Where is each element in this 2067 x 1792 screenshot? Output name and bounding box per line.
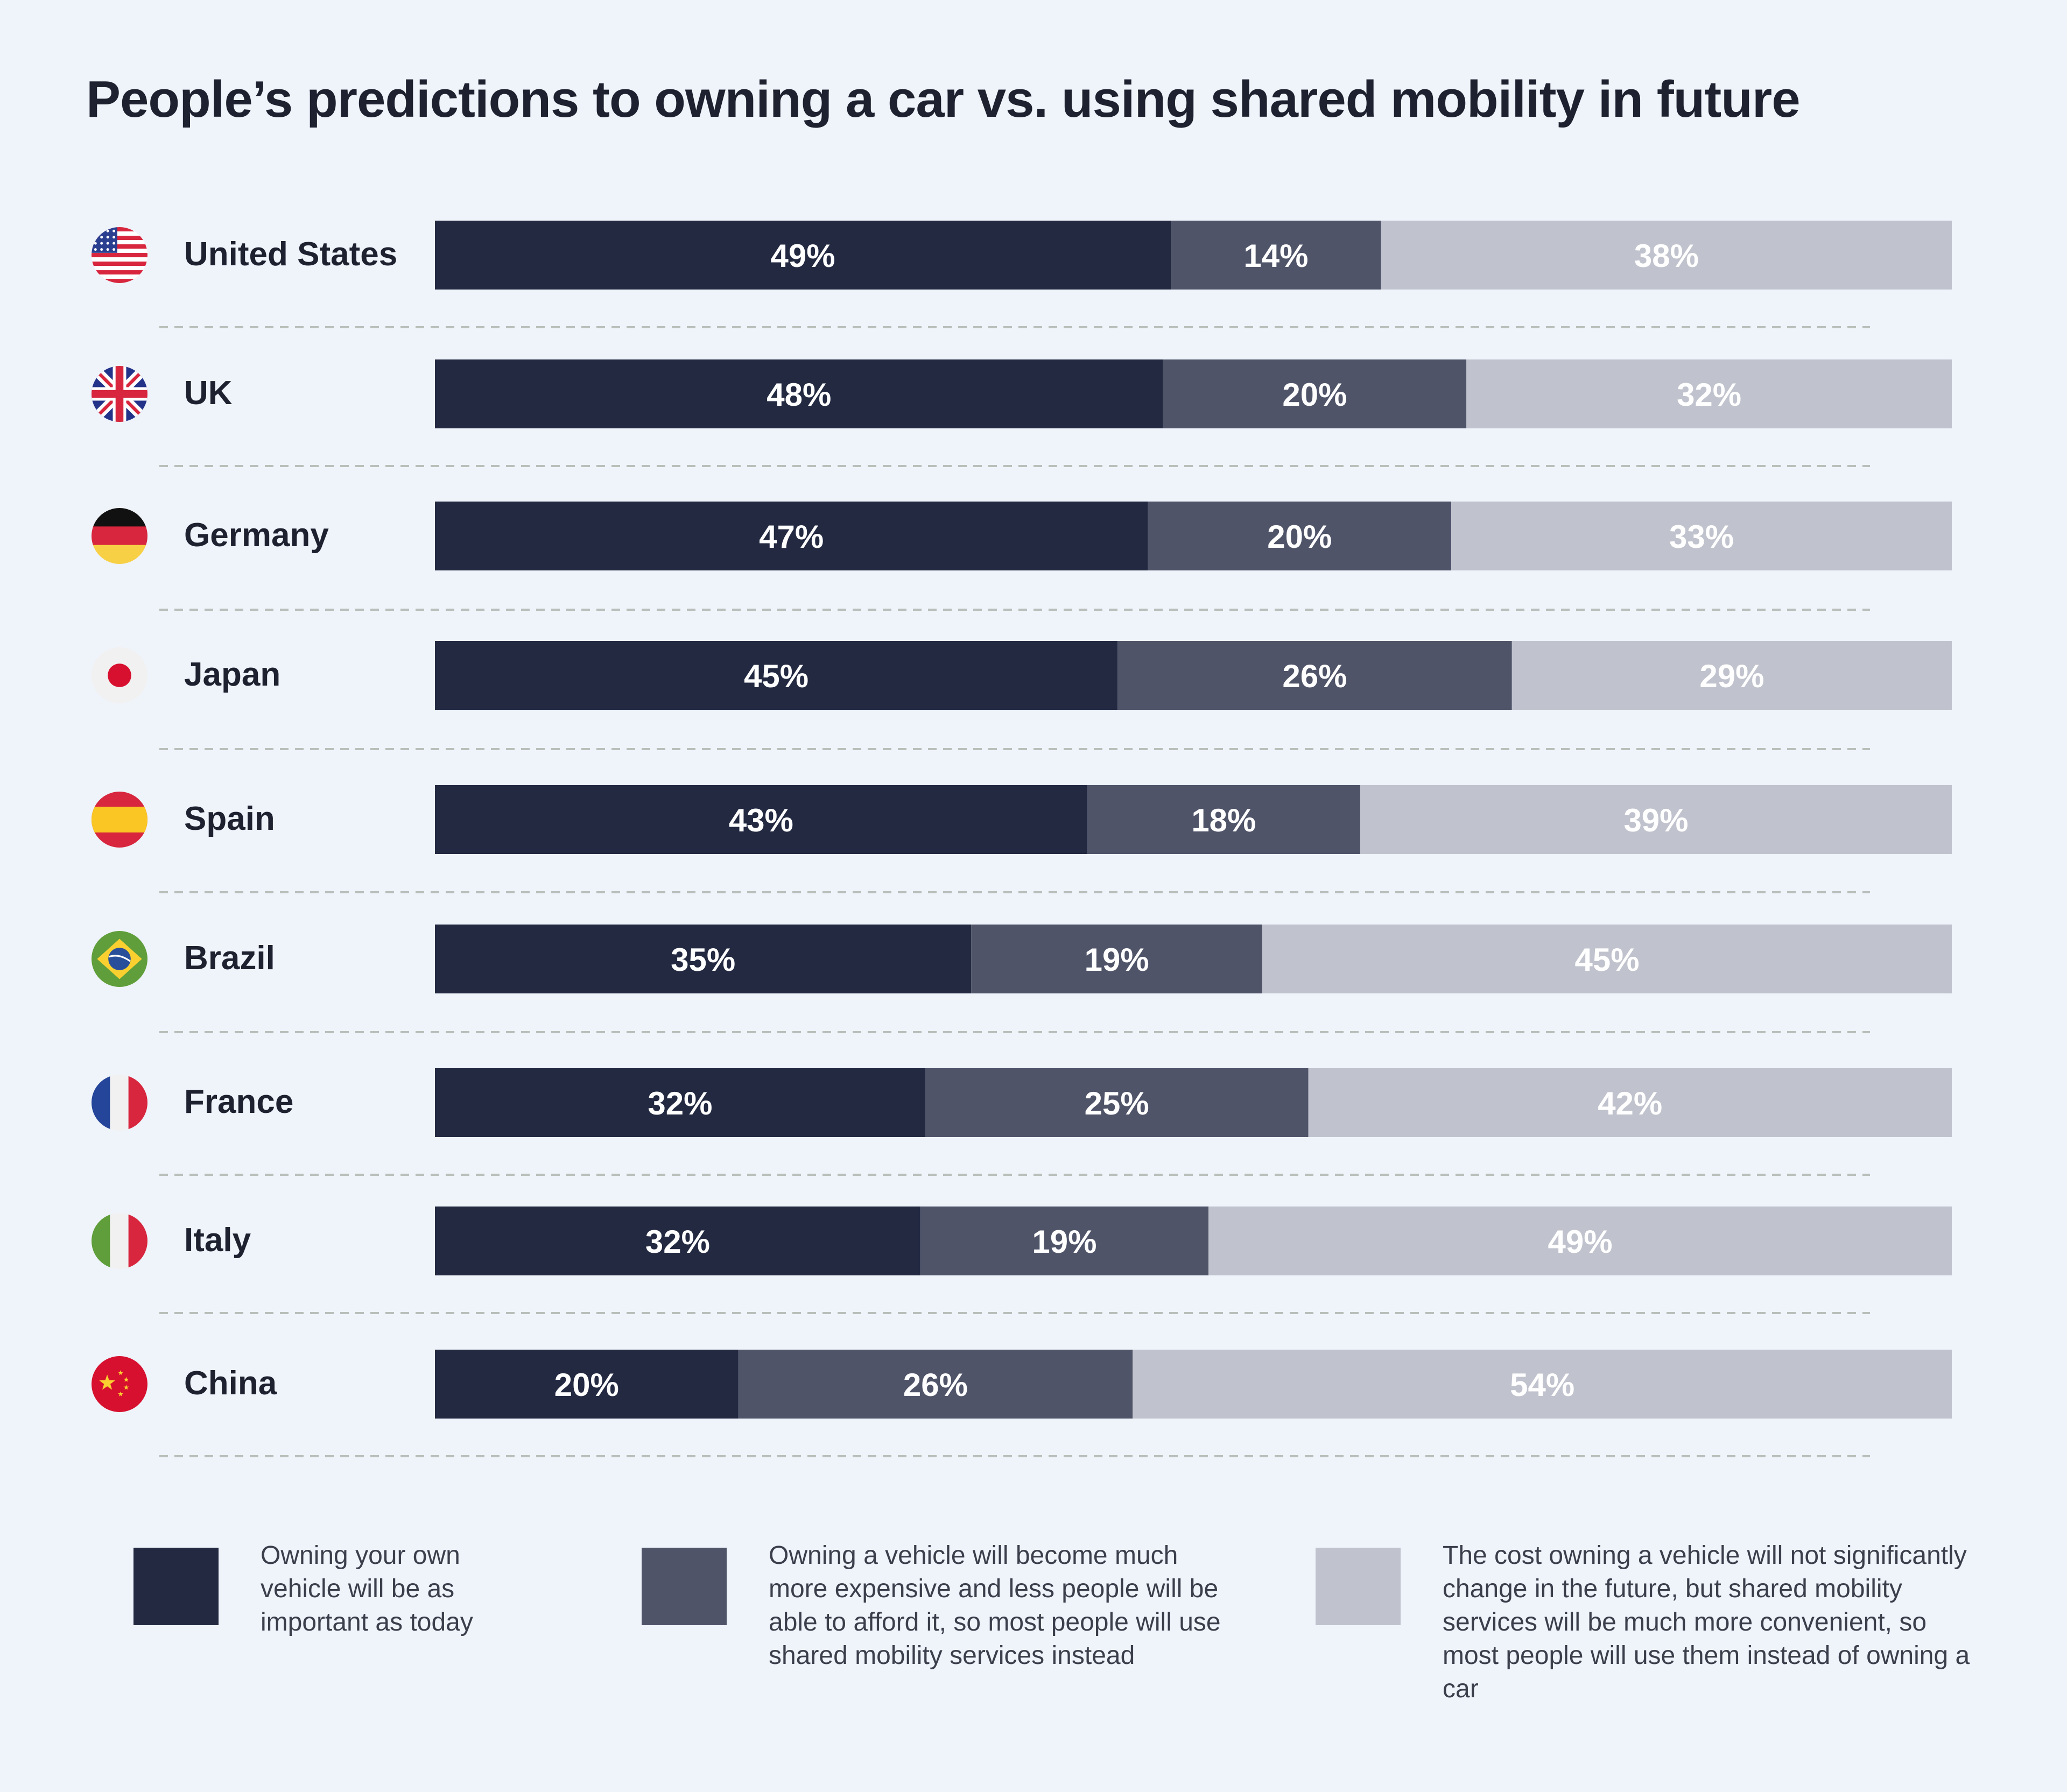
bar-segment-1 xyxy=(435,1068,925,1137)
bar-segment-2 xyxy=(738,1350,1133,1419)
data-label: 20% xyxy=(554,1367,619,1403)
data-label: 29% xyxy=(1699,658,1764,694)
data-label: 54% xyxy=(1510,1367,1574,1403)
bar-segment-3 xyxy=(1451,502,1952,570)
legend-label-2: Owning a vehicle will become much more e… xyxy=(769,1541,1221,1670)
spain-flag-icon xyxy=(92,792,147,848)
chart-title: People’s predictions to owning a car vs.… xyxy=(86,70,1801,128)
data-label: 19% xyxy=(1085,942,1149,978)
data-label: 26% xyxy=(1282,658,1347,694)
data-label: 32% xyxy=(1677,377,1741,413)
bar-segment-2 xyxy=(1087,785,1360,854)
stacked-bar-chart: 49% 14% 38% 48% 20% 32% 47% 20% 33% 45% 26% 29% 43% 1… xyxy=(159,221,1952,1457)
country-label: UK xyxy=(184,375,233,412)
data-label: 45% xyxy=(744,658,808,694)
bar-segment-3 xyxy=(1511,641,1952,710)
data-label: 18% xyxy=(1191,802,1256,838)
france-flag-icon xyxy=(92,1075,147,1131)
bar-segment-2 xyxy=(920,1207,1209,1275)
data-label: 49% xyxy=(771,238,835,274)
country-label: Italy xyxy=(184,1222,251,1259)
bar-segment-3 xyxy=(1381,221,1952,290)
legend-swatch-3 xyxy=(1316,1548,1401,1625)
data-label: 32% xyxy=(645,1224,710,1260)
brazil-flag-icon xyxy=(92,931,147,987)
data-label: 47% xyxy=(759,519,824,555)
bar-segment-2 xyxy=(1148,502,1452,570)
data-label: 38% xyxy=(1634,238,1699,274)
country-label: United States xyxy=(184,236,398,273)
country-label: Japan xyxy=(184,656,281,693)
data-label: 45% xyxy=(1574,942,1639,978)
bar-segment-3 xyxy=(1208,1207,1952,1275)
bar-segment-1 xyxy=(435,1207,920,1275)
bar-segment-1 xyxy=(435,785,1087,854)
bar-segment-2 xyxy=(1171,221,1381,290)
data-label: 25% xyxy=(1085,1085,1149,1121)
data-label: 19% xyxy=(1032,1224,1096,1260)
bar-segment-3 xyxy=(1466,359,1952,428)
japan-flag-icon xyxy=(92,647,147,703)
data-label: 26% xyxy=(903,1367,968,1403)
china-flag-icon xyxy=(92,1356,147,1412)
legend-label-1: Owning your own vehicle will be as impor… xyxy=(261,1541,473,1636)
us-flag-icon xyxy=(92,227,147,283)
bar-segment-1 xyxy=(435,925,972,993)
bar-segment-1 xyxy=(435,221,1171,290)
country-label: France xyxy=(184,1083,294,1120)
data-label: 20% xyxy=(1282,377,1347,413)
data-label: 14% xyxy=(1243,238,1308,274)
bar-segment-1 xyxy=(435,1350,739,1419)
bar-segment-3 xyxy=(1308,1068,1952,1137)
bar-segment-2 xyxy=(971,925,1263,993)
country-label: Spain xyxy=(184,800,275,837)
legend-swatch-1 xyxy=(133,1548,219,1625)
data-label: 33% xyxy=(1669,519,1734,555)
legend-swatch-2 xyxy=(642,1548,727,1625)
bar-segment-3 xyxy=(1262,925,1952,993)
bar-segment-1 xyxy=(435,641,1118,710)
bar-segment-3 xyxy=(1133,1350,1952,1419)
data-label: 20% xyxy=(1267,519,1332,555)
country-label: Germany xyxy=(184,517,329,554)
data-label: 32% xyxy=(648,1085,712,1121)
bar-segment-2 xyxy=(1117,641,1512,710)
data-label: 35% xyxy=(671,942,735,978)
bar-segment-3 xyxy=(1360,785,1952,854)
bar-segment-1 xyxy=(435,359,1163,428)
data-label: 42% xyxy=(1598,1085,1662,1121)
legend-label-3: The cost owning a vehicle will not signi… xyxy=(1443,1541,1970,1703)
italy-flag-icon xyxy=(92,1213,147,1269)
bar-segment-2 xyxy=(925,1068,1309,1137)
data-label: 49% xyxy=(1548,1224,1613,1260)
germany-flag-icon xyxy=(92,508,147,564)
bar-segment-2 xyxy=(1163,359,1467,428)
data-label: 43% xyxy=(729,802,793,838)
country-label: Brazil xyxy=(184,940,275,977)
data-label: 39% xyxy=(1623,802,1688,838)
uk-flag-icon xyxy=(92,366,147,422)
bar-segment-1 xyxy=(435,502,1148,570)
country-label: China xyxy=(184,1365,277,1402)
data-label: 48% xyxy=(767,377,831,413)
